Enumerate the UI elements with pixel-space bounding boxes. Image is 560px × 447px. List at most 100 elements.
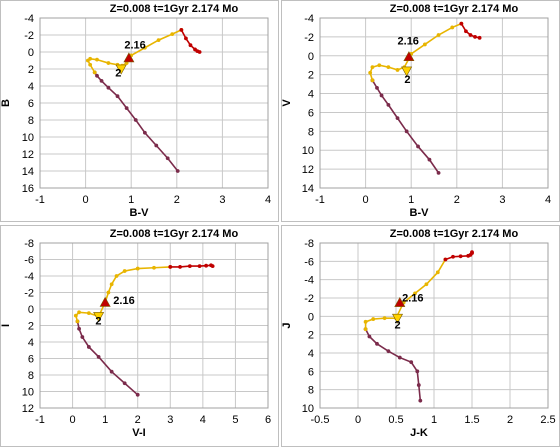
chart-2-xtick-1: 0 <box>363 194 369 206</box>
chart-3-series-1-point-9 <box>122 269 127 273</box>
chart-3-ytick-9: 10 <box>22 387 34 399</box>
chart-3-ylabel: I <box>0 324 12 327</box>
chart-3-series-1-point-10 <box>135 266 140 271</box>
chart-2-ytick-9: 14 <box>302 183 314 195</box>
chart-3-series-0-point-1 <box>122 381 127 386</box>
chart-3-series-2-point-6 <box>210 264 215 268</box>
chart-1-series-1-point-5 <box>106 61 111 65</box>
chart-1-series-0-point-1 <box>165 156 170 161</box>
chart-1-series-0-point-7 <box>106 85 111 90</box>
chart-4-title: Z=0.008 t=1Gyr 2.174 Mo <box>390 228 519 240</box>
chart-2-series-1-point-3 <box>377 63 382 68</box>
chart-2-xtick-4: 3 <box>499 194 505 206</box>
chart-3-tri-2.16 <box>99 296 111 307</box>
chart-2-ytick-0: -4 <box>304 13 314 25</box>
chart-3-series-1-point-2 <box>77 310 81 315</box>
chart-3-series-2-point-3 <box>197 264 202 268</box>
chart-3-ytick-3: -2 <box>24 288 34 300</box>
chart-2-series-0-point-4 <box>395 116 400 121</box>
chart-3-series-1-point-3 <box>86 311 91 316</box>
chart-4-ytick-0: -8 <box>304 238 314 250</box>
chart-1-series-1-point-3 <box>88 56 93 61</box>
chart-2-series-0-point-3 <box>404 129 409 134</box>
chart-3-series-0-point-6 <box>77 326 81 331</box>
chart-1-plot-border <box>39 17 269 189</box>
chart-2-xlabel: B-V <box>410 207 430 219</box>
chart-3-series-2-point-0 <box>168 265 173 269</box>
chart-4-annotation-1: 2 <box>394 319 400 331</box>
chart-1-series-0-point-3 <box>142 130 147 135</box>
chart-2-plot-border <box>319 17 549 189</box>
chart-4-series-2-point-6 <box>470 250 474 255</box>
chart-4-xtick-4: 1.5 <box>464 414 479 426</box>
chart-1-series-2-point-5 <box>197 50 202 54</box>
chart-2-series-2-point-0 <box>459 21 464 26</box>
chart-2-series-2-point-2 <box>468 33 473 37</box>
chart-4-series-0-point-1 <box>416 383 421 387</box>
chart-3-series-2-point-1 <box>178 265 182 269</box>
chart-4-series-2-point-1 <box>451 254 455 259</box>
chart-3-annotation-1: 2 <box>95 316 101 328</box>
chart-2-ytick-6: 8 <box>308 126 314 138</box>
chart-4: -0.5 0 0.5 1 1.5 2 2.5 -8 -6 -4 -2 0 2 4 6 8 10 Z=0.008 t… <box>281 225 560 447</box>
chart-3-ytick-10: 12 <box>22 403 34 415</box>
chart-3-series-1-point-1 <box>73 313 78 318</box>
chart-3-series-0-point-0 <box>135 392 140 397</box>
chart-4-ytick-1: -6 <box>304 256 314 268</box>
chart-1-series-0-point-0 <box>175 169 180 173</box>
chart-2-annotation-1: 2 <box>404 74 410 86</box>
chart-4-series-1-point-6 <box>413 291 417 296</box>
chart-3-series-1-point-6 <box>106 290 111 295</box>
chart-3-ytick-5: 2 <box>28 321 34 333</box>
chart-3-ytick-2: -4 <box>24 271 34 283</box>
chart-2-xtick-3: 2 <box>454 194 460 206</box>
chart-3-ytick-7: 6 <box>28 354 34 366</box>
chart-1-annotation-1: 2 <box>115 68 121 80</box>
chart-2-series-2-point-4 <box>477 35 482 40</box>
chart-3-plot-border <box>39 242 269 409</box>
chart-2-series-1-point-1 <box>368 70 373 75</box>
chart-1-ytick-1: -2 <box>24 30 34 42</box>
chart-2-ytick-3: 2 <box>308 70 314 82</box>
chart-4-series-1-point-0 <box>363 327 368 332</box>
chart-1-series-0-point-8 <box>99 79 104 83</box>
chart-2-series-1-point-4 <box>386 65 391 70</box>
chart-2-ytick-1: -2 <box>304 32 314 44</box>
chart-1-xtick-5: 4 <box>265 194 271 206</box>
chart-3-xtick-5: 4 <box>200 414 206 426</box>
chart-4-plot-border <box>319 242 549 409</box>
chart-2-ytick-5: 6 <box>308 107 314 119</box>
chart-1-ytick-7: 10 <box>22 132 34 144</box>
chart-3-xtick-2: 1 <box>102 414 108 426</box>
chart-1-ytick-4: 4 <box>28 81 34 93</box>
chart-1-ytick-3: 2 <box>28 64 34 76</box>
chart-2-series-1-point-2 <box>370 65 375 70</box>
chart-1-annotation-0: 2.16 <box>124 40 145 52</box>
chart-4-series-1-point-8 <box>435 270 440 275</box>
chart-1-title: Z=0.008 t=1Gyr 2.174 Mo <box>110 3 239 15</box>
chart-2-title: Z=0.008 t=1Gyr 2.174 Mo <box>390 3 519 15</box>
chart-2-series-0-point-5 <box>386 102 391 107</box>
chart-2-series-1-point-0 <box>370 78 375 83</box>
chart-3-frame <box>0 225 279 447</box>
chart-1-ytick-0: -4 <box>24 13 34 25</box>
chart-2-series-2-point-1 <box>464 29 468 34</box>
chart-2-xtick-2: 1 <box>408 194 414 206</box>
chart-4-ytick-9: 10 <box>302 403 314 415</box>
chart-4-ytick-5: 2 <box>308 330 314 342</box>
chart-1-series-1-point-13 <box>170 32 175 37</box>
chart-4-xtick-3: 1 <box>431 414 437 426</box>
chart-4-series-1-point-7 <box>424 282 429 287</box>
chart-1-ytick-8: 12 <box>22 149 34 161</box>
chart-2-series-1-point-5 <box>395 68 400 72</box>
chart-4-series-0-point-6 <box>375 341 379 346</box>
chart-1-tri-2 <box>115 64 127 75</box>
chart-4-annotation-0: 2.16 <box>402 293 423 305</box>
chart-1-series-1-point-4 <box>95 57 99 62</box>
chart-4-ytick-2: -4 <box>304 275 314 287</box>
chart-4-xtick-6: 2.5 <box>540 414 555 426</box>
chart-3-series-0-point-5 <box>80 335 85 339</box>
chart-4-series-0-point-4 <box>397 355 402 360</box>
chart-3-xtick-3: 2 <box>135 414 141 426</box>
